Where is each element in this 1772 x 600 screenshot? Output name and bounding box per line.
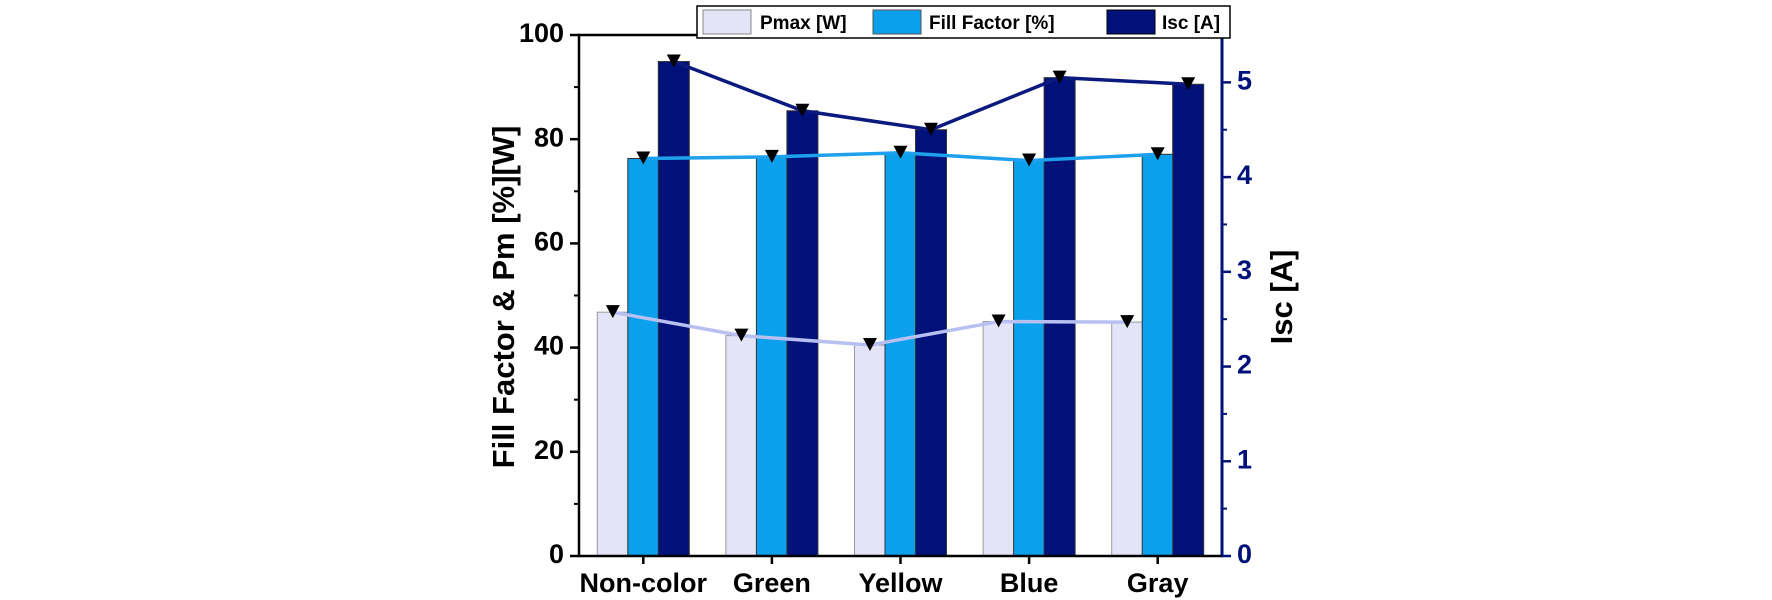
bar-1-1 [755, 156, 788, 557]
x-tick-label-0: Non-color [580, 568, 708, 598]
legend-swatch-pmax [702, 9, 752, 35]
marker-1-1 [764, 149, 779, 163]
marker-0-0 [605, 305, 620, 319]
marker-1-0 [636, 151, 651, 165]
left-y-axis: 0 20 40 60 80 100 [519, 18, 579, 569]
marker-1-2 [893, 145, 908, 159]
left-tick-label-5: 100 [519, 18, 564, 48]
right-tick-label-5: 5 [1237, 65, 1252, 95]
bar-1-4 [1141, 153, 1174, 557]
left-tick-label-4: 80 [534, 122, 564, 152]
marker-0-2 [863, 337, 877, 351]
left-tick-label-2: 40 [534, 331, 564, 361]
marker-0-4 [1120, 315, 1135, 329]
bar-2-3 [1043, 77, 1076, 557]
marker-0-1 [734, 328, 749, 342]
marker-2-1 [795, 103, 810, 117]
right-tick-label-1: 1 [1237, 444, 1252, 474]
bar-1-3 [1013, 160, 1046, 557]
legend-label-pmax: Pmax [W] [760, 13, 847, 34]
legend-label-fill-factor: Fill Factor [%] [929, 13, 1055, 34]
marker-1-4 [1150, 147, 1165, 161]
right-tick-label-2: 2 [1237, 350, 1252, 380]
right-tick-label-3: 3 [1237, 255, 1252, 285]
right-y-axis: 0 1 2 3 4 5 [1222, 65, 1252, 569]
legend-label-isc: Isc [A] [1162, 13, 1220, 34]
bar-0-1 [725, 335, 758, 557]
series-line-2 [673, 59, 1189, 132]
right-tick-label-4: 4 [1237, 160, 1252, 190]
bar-2-0 [657, 61, 690, 557]
marker-2-0 [666, 54, 681, 68]
bar-2-4 [1172, 83, 1205, 557]
marker-2-3 [1052, 70, 1067, 84]
legend-swatch-fill-factor [872, 9, 922, 35]
x-axis: Non-color Green Yellow Blue Gray [580, 556, 1189, 598]
bar-0-4 [1111, 321, 1144, 557]
right-tick-label-0: 0 [1237, 539, 1252, 569]
markers-layer [605, 54, 1196, 351]
left-tick-label-1: 20 [534, 435, 564, 465]
left-tick-label-0: 0 [549, 539, 564, 569]
x-tick-label-4: Gray [1127, 568, 1189, 598]
bar-0-0 [596, 311, 629, 557]
bar-1-2 [884, 152, 917, 557]
bar-0-2 [854, 344, 886, 557]
bars-layer [596, 61, 1205, 557]
y-axis-title: Fill Factor & Pm [%][W] [486, 126, 521, 469]
bar-2-1 [786, 110, 819, 557]
marker-0-3 [991, 314, 1006, 328]
marker-2-2 [924, 122, 938, 136]
bar-0-3 [982, 321, 1015, 557]
x-tick-label-1: Green [733, 568, 811, 598]
marker-2-4 [1181, 77, 1196, 91]
x-tick-label-3: Blue [1000, 568, 1059, 598]
marker-1-3 [1022, 153, 1037, 167]
y2-axis-title: Isc [A] [1264, 250, 1299, 345]
bar-2-2 [915, 129, 947, 557]
left-tick-label-3: 60 [534, 227, 564, 257]
bar-1-0 [627, 157, 660, 557]
legend: Pmax [W] Fill Factor [%] Isc [A] [696, 5, 1231, 39]
x-tick-label-2: Yellow [858, 568, 943, 598]
legend-swatch-isc [1106, 9, 1156, 35]
